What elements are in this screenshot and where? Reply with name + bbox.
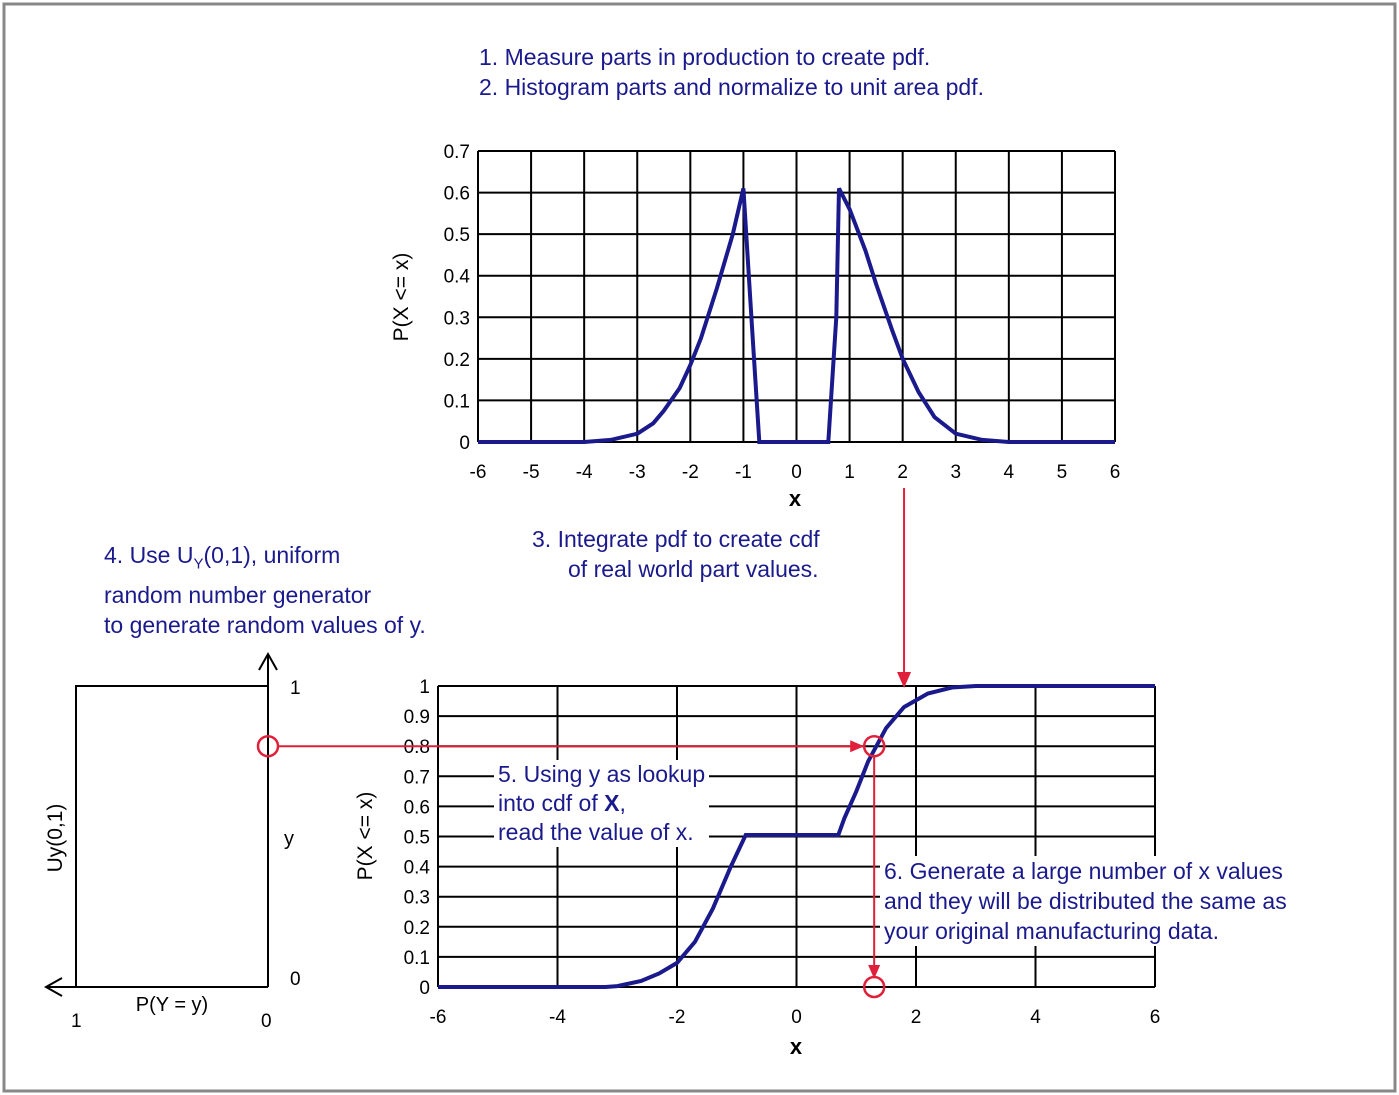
uniform-density-line [75,685,268,987]
uniform-y-arrowhead [258,651,278,671]
x-tick-label: 2 [911,1007,922,1028]
step-5-line-2-suffix: , [619,790,626,816]
lookup-annotations [256,488,912,999]
x-tick-label: -4 [549,1007,566,1028]
x-tick-label: -4 [576,462,593,483]
x-tick-label: -5 [523,462,540,483]
step-4-prefix: 4. Use U [104,542,194,568]
uniform-chart: 1 0 y 1 0 P(Y = y) Uy(0,1) [43,651,301,1032]
step-3-line-1: 3. Integrate pdf to create cdf [532,526,820,552]
step-1-text: 1. Measure parts in production to create… [479,44,931,70]
x-tick-label: 5 [1057,462,1068,483]
y-tick-label: 0.4 [404,858,431,879]
y-tick-label: 0.8 [404,737,430,758]
step-4-line-1: 4. Use UY(0,1), uniform [104,540,426,580]
y-tick-label: 0.3 [444,308,470,329]
step-1-2-text: 1. Measure parts in production to create… [479,42,984,102]
y-tick-label: 0.1 [444,391,470,412]
y-tick-label: 0 [419,978,430,999]
step-3-text: 3. Integrate pdf to create cdf of real w… [532,524,820,584]
uniform-y-tick-top: 1 [290,678,301,699]
pdf-chart: 0 0.1 0.2 0.3 0.4 0.5 0.6 0.7 -6 -5 -4 -3 -2 -1 0 1 2 3 4… [390,142,1120,511]
y-tick-label: 0.2 [444,350,470,371]
pdf-y-tick-labels: 0 0.1 0.2 0.3 0.4 0.5 0.6 0.7 [444,142,471,454]
cdf-x-tick-labels: -6 -4 -2 0 2 4 6 [430,1007,1161,1028]
x-tick-label: -2 [682,462,699,483]
step-5-line-2-prefix: into cdf of [498,790,605,816]
y-tick-label: 0.6 [444,184,470,205]
y-lookup-arrowhead [850,740,865,753]
y-tick-label: 0.2 [404,918,430,939]
pdf-y-axis-label: P(X <= x) [390,253,413,342]
x-readout-arrowhead [868,965,881,979]
y-tick-label: 0.9 [404,707,430,728]
y-tick-label: 0.7 [444,142,470,163]
uniform-x-axis-label: P(Y = y) [136,994,208,1016]
step-4-line-2: random number generator [104,581,372,608]
step-4-suffix: (0,1), uniform [203,542,341,568]
step-6-line-1: 6. Generate a large number of x values [884,858,1283,884]
step-5-line-1: 5. Using y as lookup [498,761,706,787]
step-5-line-2: into cdf of X, [498,789,705,818]
step-2-text: 2. Histogram parts and normalize to unit… [479,74,984,100]
x-tick-label: 1 [844,462,855,483]
y-tick-label: 0.7 [404,767,430,788]
x-tick-label: -2 [669,1007,686,1028]
x-tick-label: -6 [430,1007,447,1028]
step-4-subscript: Y [193,555,204,573]
step-4-text: 4. Use UY(0,1), uniform random number ge… [104,540,426,640]
uniform-x-tick-right: 0 [261,1011,272,1032]
x-tick-label: 3 [950,462,961,483]
step-5-text: 5. Using y as lookup into cdf of X, read… [494,760,710,847]
y-tick-label: 0.5 [444,225,470,246]
cdf-y-axis-label: P(X <= x) [354,792,377,881]
x-tick-label: 0 [791,1007,802,1028]
x-tick-label: -1 [735,462,752,483]
y-tick-label: 0.6 [404,797,430,818]
uniform-x-tick-left: 1 [71,1011,82,1032]
step-6-line-3: your original manufacturing data. [884,918,1219,944]
step-5-line-3: read the value of x. [498,819,694,845]
step-5-bold-x: X [604,790,620,816]
step-6-text: 6. Generate a large number of x values a… [880,856,1291,946]
y-tick-label: 1 [419,677,430,698]
x-tick-label: -3 [629,462,646,483]
x-tick-label: 0 [791,462,802,483]
step-3-line-2: of real world part values. [568,556,819,582]
uniform-y-tick-bottom: 0 [290,969,301,990]
x-tick-label: 6 [1110,462,1121,483]
x-value-marker [862,975,886,999]
x-tick-label: 6 [1150,1007,1161,1028]
pdf-curve [478,187,1115,444]
x-tick-label: 2 [897,462,908,483]
uniform-y-marker-label: y [284,828,294,850]
uniform-y-axis-label: Uy(0,1) [44,804,67,873]
cdf-x-axis-label: x [790,1034,803,1059]
x-tick-label: -6 [470,462,487,483]
y-tick-label: 0.4 [444,267,471,288]
x-tick-label: 4 [1030,1007,1041,1028]
pdf-x-tick-labels: -6 -5 -4 -3 -2 -1 0 1 2 3 4 5 6 [470,462,1121,483]
y-tick-label: 0.1 [404,948,430,969]
x-tick-label: 4 [1004,462,1015,483]
y-tick-label: 0 [459,433,470,454]
step-6-line-2: and they will be distributed the same as [884,888,1287,914]
cdf-curve [438,684,1155,989]
step-4-line-3: to generate random values of y. [104,611,426,638]
y-tick-label: 0.3 [404,888,430,909]
integrate-arrowhead [897,672,912,688]
uniform-x-arrowhead [43,977,63,997]
pdf-x-axis-label: x [789,486,802,511]
cdf-y-tick-labels: 0 0.1 0.2 0.3 0.4 0.5 0.6 0.7 0.8 0.9 1 [404,677,431,999]
y-tick-label: 0.5 [404,828,430,849]
